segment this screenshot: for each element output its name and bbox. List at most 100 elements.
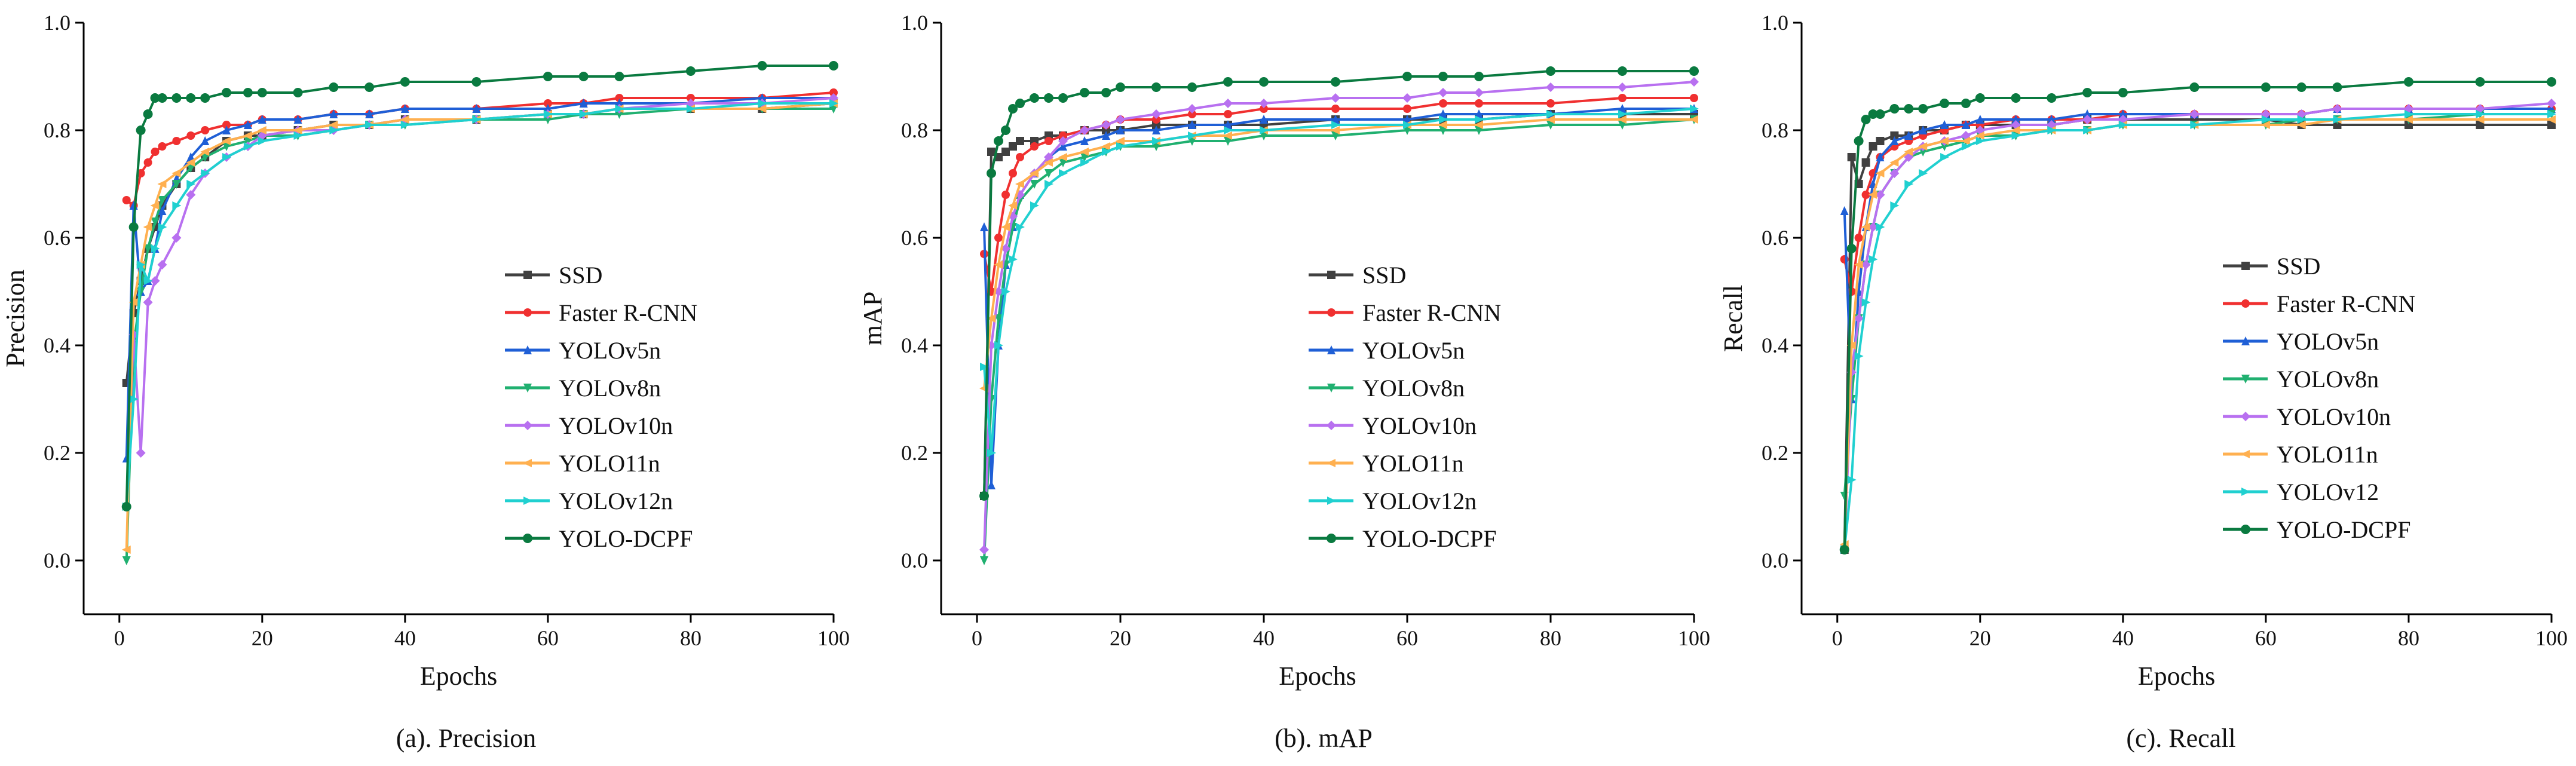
data-point	[1331, 105, 1340, 113]
data-point	[2476, 110, 2485, 118]
data-point	[121, 502, 131, 511]
data-point	[186, 180, 196, 188]
data-point	[1151, 109, 1161, 119]
data-point	[293, 131, 303, 140]
data-point	[1259, 77, 1269, 87]
y-tick-label: 0.0	[901, 549, 928, 572]
data-point	[1001, 287, 1010, 296]
data-point	[1854, 234, 1863, 242]
legend-label: YOLO11n	[1362, 450, 1464, 477]
x-tick-label: 100	[817, 626, 850, 650]
panel-caption: (b). mAP	[1275, 724, 1373, 753]
data-point	[1008, 201, 1017, 210]
data-point	[1975, 115, 1984, 124]
data-point	[1015, 99, 1025, 108]
data-point	[129, 395, 139, 403]
data-point	[1904, 148, 1913, 156]
data-point	[1223, 99, 1233, 108]
data-point	[1080, 136, 1089, 145]
data-point	[1058, 93, 1068, 103]
series-line	[1843, 102, 2552, 550]
legend-label: YOLOv5n	[2277, 328, 2379, 355]
y-axis-label: Recall	[1719, 285, 1748, 352]
data-point	[143, 277, 153, 285]
x-tick-label: 0	[114, 626, 125, 650]
data-point	[1961, 142, 1971, 151]
y-tick-label: 0.0	[44, 549, 71, 572]
data-point	[1044, 93, 1053, 103]
data-point	[2547, 115, 2556, 124]
data-point	[1475, 99, 1483, 108]
data-point	[1876, 137, 1885, 145]
data-point	[615, 94, 624, 102]
data-point	[128, 222, 139, 232]
data-point	[1001, 125, 1010, 135]
data-point	[2189, 109, 2200, 119]
data-point	[543, 115, 552, 124]
data-point	[1940, 137, 1949, 145]
data-point	[2189, 82, 2200, 92]
legend-marker	[523, 459, 532, 467]
data-point	[1030, 180, 1039, 189]
data-point	[1030, 93, 1039, 103]
data-point	[994, 261, 1003, 269]
data-point	[1152, 142, 1160, 151]
legend-marker	[523, 421, 532, 430]
data-point	[757, 105, 767, 113]
data-point	[994, 314, 1003, 323]
data-point	[1875, 169, 1885, 177]
x-tick-label: 80	[680, 626, 702, 650]
data-point	[1152, 137, 1161, 145]
legend-label: SSD	[2277, 253, 2320, 280]
data-point	[1101, 88, 1111, 97]
data-point	[158, 206, 167, 215]
legend-label: YOLOv12n	[559, 488, 673, 514]
legend-label: YOLO-DCPF	[559, 525, 693, 552]
data-point	[1438, 121, 1447, 129]
data-point	[1861, 158, 1870, 167]
data-point	[2047, 126, 2057, 134]
data-point	[1001, 148, 1010, 156]
legend-marker	[1327, 308, 1336, 317]
data-point	[1116, 125, 1125, 134]
data-point	[1016, 137, 1024, 145]
legend-label: YOLOv5n	[559, 337, 661, 364]
data-point	[1546, 82, 1555, 92]
series-line	[983, 113, 1694, 497]
legend-label: YOLOv8n	[2277, 366, 2379, 393]
legend-marker	[523, 271, 532, 279]
data-point	[2475, 115, 2485, 124]
data-point	[1152, 125, 1160, 134]
data-point	[365, 109, 374, 118]
data-point	[400, 121, 410, 129]
data-point	[2118, 109, 2127, 118]
data-point	[1030, 201, 1039, 210]
legend-marker	[1327, 459, 1336, 467]
data-point	[1854, 261, 1863, 269]
data-point	[1868, 191, 1877, 199]
data-point	[1116, 142, 1125, 151]
data-point	[143, 244, 152, 253]
data-point	[1546, 99, 1555, 108]
data-point	[293, 115, 302, 124]
data-point	[150, 201, 160, 210]
x-tick-label: 20	[1110, 626, 1131, 650]
data-point	[171, 233, 182, 243]
data-point	[1152, 115, 1160, 124]
data-point	[329, 82, 339, 92]
data-point	[1618, 104, 1627, 113]
y-tick-label: 0.2	[1762, 441, 1788, 465]
data-point	[128, 298, 138, 307]
series-line	[1843, 118, 2552, 545]
series-line	[1843, 118, 2552, 550]
x-tick-label: 20	[252, 626, 273, 650]
y-tick-label: 1.0	[901, 11, 928, 35]
data-point	[201, 153, 210, 162]
series-line	[1843, 113, 2552, 550]
data-point	[1904, 104, 1914, 114]
data-point	[1102, 148, 1111, 156]
data-point	[987, 314, 996, 323]
y-axis-label: mAP	[858, 292, 887, 345]
data-point	[1890, 136, 1899, 145]
data-point	[157, 260, 167, 269]
